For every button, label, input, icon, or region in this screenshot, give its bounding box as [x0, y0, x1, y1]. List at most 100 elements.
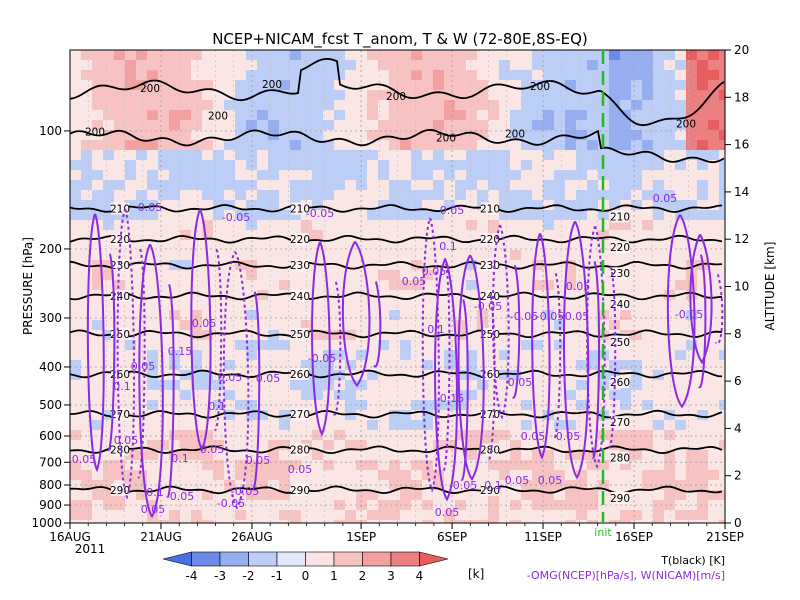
anomaly-cell — [598, 460, 609, 470]
anomaly-cell — [202, 450, 213, 460]
anomaly-cell — [543, 180, 554, 190]
y-tick-label-right: 6 — [734, 374, 742, 388]
anomaly-cell — [631, 150, 642, 160]
anomaly-cell — [708, 210, 719, 220]
anomaly-cell — [631, 50, 642, 60]
anomaly-cell — [609, 430, 620, 440]
anomaly-cell — [587, 110, 598, 120]
anomaly-cell — [543, 280, 554, 290]
anomaly-cell — [488, 150, 499, 160]
anomaly-cell — [180, 70, 191, 80]
anomaly-cell — [400, 130, 411, 140]
anomaly-cell — [169, 150, 180, 160]
anomaly-cell — [268, 60, 279, 70]
y-tick-label-left: 100 — [39, 124, 62, 138]
temperature-contour-230 — [70, 260, 723, 270]
x-tick-label: 21SEP — [706, 530, 744, 544]
anomaly-cell — [631, 90, 642, 100]
anomaly-cell — [180, 130, 191, 140]
anomaly-cell — [114, 130, 125, 140]
anomaly-cell — [169, 510, 180, 520]
anomaly-cell — [565, 120, 576, 130]
anomaly-cell — [70, 510, 81, 520]
anomaly-cell — [400, 210, 411, 220]
anomaly-cell — [675, 510, 686, 520]
anomaly-cell — [213, 190, 224, 200]
contour-label-bg — [611, 491, 629, 504]
anomaly-cell — [400, 100, 411, 110]
anomaly-cell — [675, 350, 686, 360]
anomaly-cell — [356, 170, 367, 180]
anomaly-cell — [422, 160, 433, 170]
anomaly-cell — [488, 160, 499, 170]
anomaly-cell — [257, 140, 268, 150]
anomaly-cell — [191, 430, 202, 440]
anomaly-cell — [455, 520, 466, 523]
anomaly-cell — [268, 170, 279, 180]
anomaly-cell — [158, 160, 169, 170]
anomaly-cell — [631, 200, 642, 210]
anomaly-cell — [664, 70, 675, 80]
anomaly-cell — [675, 200, 686, 210]
anomaly-cell — [224, 170, 235, 180]
anomaly-cell — [81, 160, 92, 170]
anomaly-cell — [367, 130, 378, 140]
anomaly-cell — [664, 140, 675, 150]
anomaly-cell — [411, 120, 422, 130]
anomaly-cell — [323, 60, 334, 70]
colorbar-tick-label: 1 — [330, 569, 338, 583]
w-contour-label: 0.05 — [521, 430, 546, 443]
w-contour-loop — [607, 266, 617, 448]
anomaly-cell — [246, 340, 257, 350]
anomaly-cell — [433, 50, 444, 60]
anomaly-cell — [686, 130, 697, 140]
anomaly-cell — [686, 210, 697, 220]
anomaly-cell — [444, 60, 455, 70]
w-contour-label: -0.05 — [166, 490, 194, 503]
anomaly-cell — [708, 50, 719, 60]
anomaly-cell — [169, 60, 180, 70]
anomaly-cell — [477, 310, 488, 320]
temperature-contour-label: 210 — [480, 203, 500, 215]
anomaly-cell — [433, 110, 444, 120]
anomaly-cell — [279, 510, 290, 520]
anomaly-cell — [136, 110, 147, 120]
anomaly-cell — [356, 490, 367, 500]
anomaly-cell — [191, 510, 202, 520]
anomaly-cell — [576, 50, 587, 60]
anomaly-cell — [114, 50, 125, 60]
anomaly-cell — [411, 60, 422, 70]
anomaly-cell — [543, 480, 554, 490]
anomaly-cell — [455, 70, 466, 80]
anomaly-cell — [653, 470, 664, 480]
anomaly-cell — [246, 140, 257, 150]
anomaly-cell — [620, 180, 631, 190]
anomaly-cell — [697, 110, 708, 120]
anomaly-cell — [290, 70, 301, 80]
anomaly-cell — [477, 170, 488, 180]
anomaly-cell — [389, 120, 400, 130]
anomaly-cell — [477, 150, 488, 160]
anomaly-cell — [147, 370, 158, 380]
anomaly-cell — [686, 90, 697, 100]
contour-label-bg — [291, 483, 309, 496]
anomaly-cell — [532, 50, 543, 60]
anomaly-cell — [202, 440, 213, 450]
anomaly-cell — [532, 60, 543, 70]
anomaly-cell — [334, 60, 345, 70]
anomaly-cell — [565, 170, 576, 180]
w-contour-loop — [552, 273, 562, 439]
x-tick-label: 16SEP — [615, 530, 653, 544]
anomaly-cell — [125, 340, 136, 350]
anomaly-cell — [147, 140, 158, 150]
contour-label-bg — [111, 483, 129, 496]
anomaly-cell — [510, 120, 521, 130]
anomaly-cell — [70, 360, 81, 370]
w-contour-label: 0.05 — [192, 317, 217, 330]
anomaly-cell — [554, 60, 565, 70]
anomaly-cell — [609, 100, 620, 110]
anomaly-cell — [323, 160, 334, 170]
anomaly-cell — [455, 320, 466, 330]
anomaly-cell — [543, 60, 554, 70]
w-contour-label: -0.05 — [222, 211, 250, 224]
